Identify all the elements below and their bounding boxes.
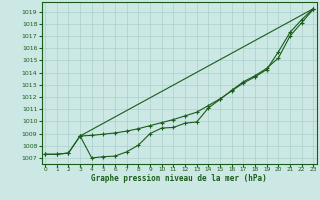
X-axis label: Graphe pression niveau de la mer (hPa): Graphe pression niveau de la mer (hPa) (91, 174, 267, 183)
